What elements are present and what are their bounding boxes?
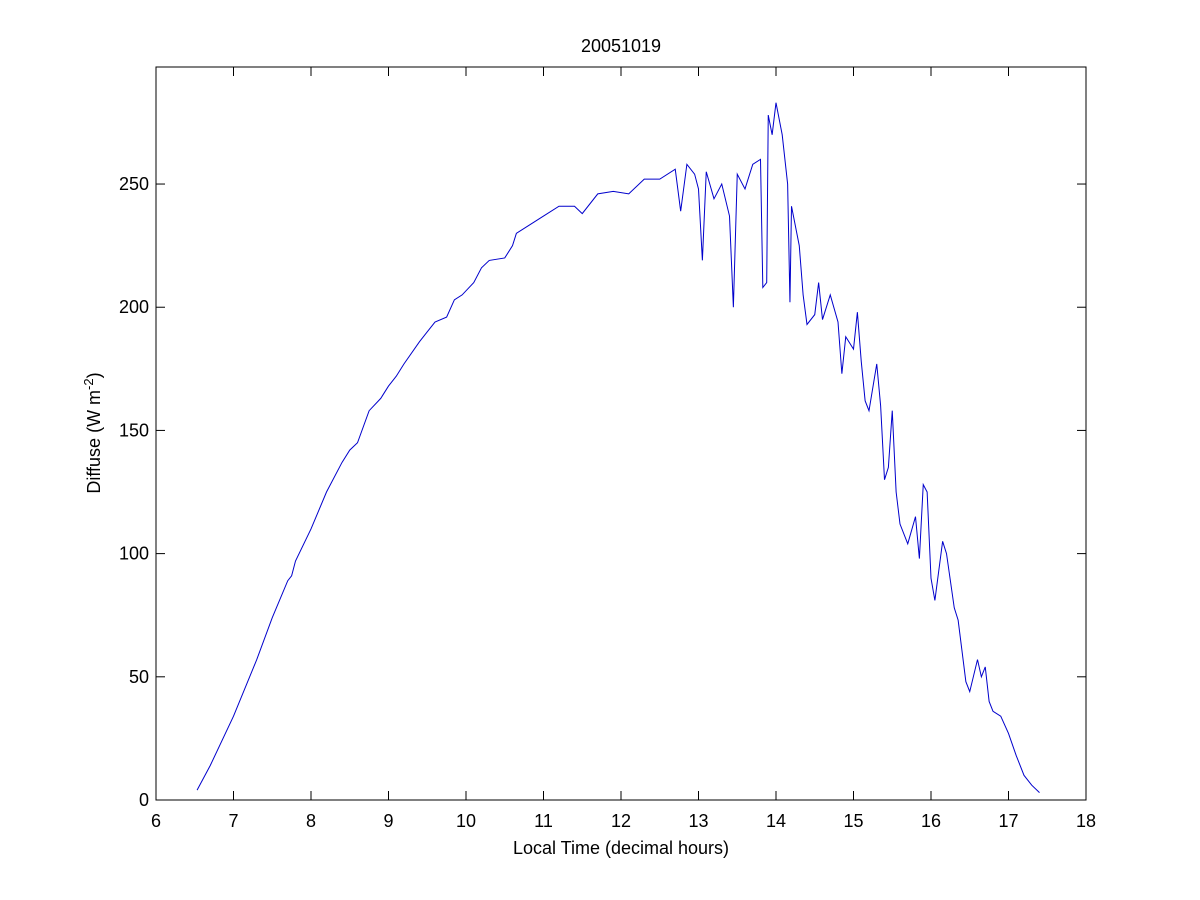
x-tick-label: 9 (383, 811, 393, 831)
y-label-suffix: ) (84, 372, 104, 378)
y-tick-label: 200 (119, 297, 149, 317)
y-tick-label: 150 (119, 420, 149, 440)
x-tick-label: 14 (766, 811, 786, 831)
x-tick-label: 10 (456, 811, 476, 831)
y-label-text: Diffuse (W m (84, 390, 104, 494)
y-label-sup: -2 (81, 378, 96, 390)
y-axis-label: Diffuse (W m-2) (81, 372, 104, 493)
y-tick-label: 50 (129, 667, 149, 687)
x-axis-label: Local Time (decimal hours) (513, 838, 729, 858)
y-tick-label: 100 (119, 544, 149, 564)
x-tick-label: 8 (306, 811, 316, 831)
x-tick-label: 7 (228, 811, 238, 831)
x-tick-label: 16 (921, 811, 941, 831)
x-tick-label: 17 (998, 811, 1018, 831)
y-tick-label: 250 (119, 174, 149, 194)
x-tick-label: 13 (688, 811, 708, 831)
plot-frame (155, 66, 1087, 801)
x-tick-label: 18 (1076, 811, 1096, 831)
x-tick-label: 12 (611, 811, 631, 831)
x-tick-label: 6 (151, 811, 161, 831)
y-tick-label: 0 (139, 790, 149, 810)
data-line (196, 102, 1040, 793)
chart-title: 20051019 (581, 36, 661, 56)
x-tick-label: 15 (843, 811, 863, 831)
x-tick-label: 11 (534, 811, 553, 831)
